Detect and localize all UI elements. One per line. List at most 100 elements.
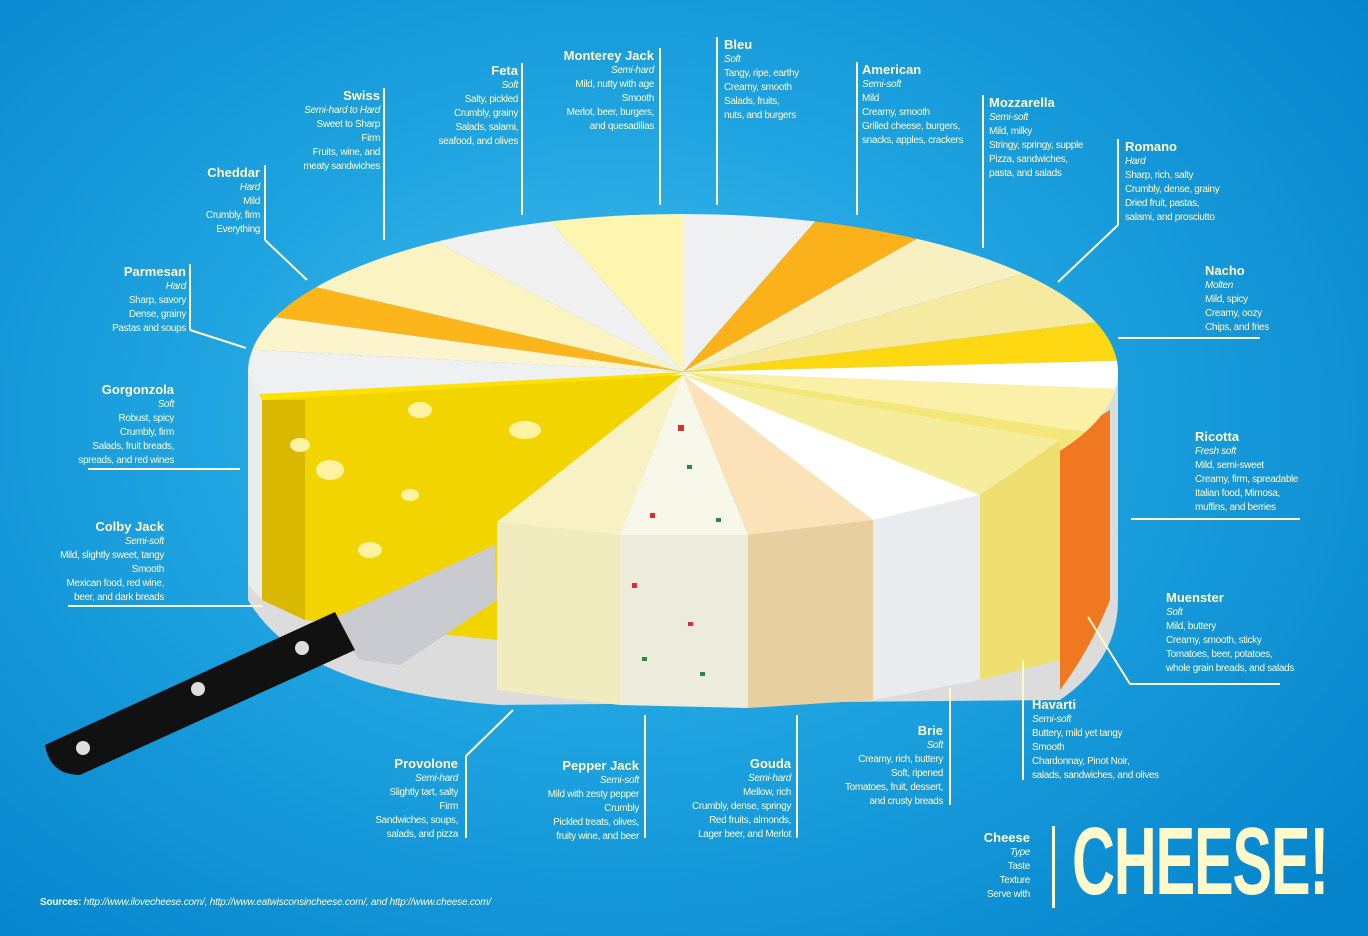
cheese-name: Monterey Jack bbox=[563, 48, 654, 63]
knife-blade bbox=[330, 545, 497, 665]
cheese-detail: Pickled treats, olives, bbox=[553, 817, 639, 828]
cheese-detail: Firm bbox=[439, 801, 458, 812]
cheese-detail: Mild, nutty with age bbox=[575, 79, 654, 90]
cheese-detail: Sharp, savory bbox=[128, 295, 187, 306]
slice-parmesan bbox=[248, 258, 683, 372]
cheese-detail: whole grain breads, and salads bbox=[1166, 663, 1294, 674]
cheese-detail: seafood, and olives bbox=[438, 136, 518, 147]
cheese-name: Romano bbox=[1125, 139, 1177, 154]
cheese-detail: Crumbly, dense, springy bbox=[691, 801, 791, 812]
label-nacho: Nacho Molten Mild, spicy Creamy, oozy Chips,… bbox=[1205, 263, 1269, 335]
cheese-detail: Creamy, smooth, sticky bbox=[1166, 635, 1262, 646]
cheese-type: Semi-soft bbox=[1032, 714, 1072, 725]
cheese-detail: Crumbly, dense, grainy bbox=[1125, 184, 1220, 195]
cheese-name: Provolone bbox=[394, 756, 458, 771]
cheese-detail: nuts, and burgers bbox=[724, 110, 796, 121]
cheese-detail: Soft, ripened bbox=[890, 768, 944, 779]
slice-muenster bbox=[683, 372, 1118, 497]
cheese-detail: Salads, salami, bbox=[455, 122, 518, 133]
cheese-detail: Dried fruit, pastas, bbox=[1125, 198, 1200, 209]
cheese-detail: salads, and pizza bbox=[386, 829, 459, 840]
cheese-detail: Smooth bbox=[131, 564, 165, 575]
slice-american bbox=[683, 214, 1118, 372]
label-provolone: Provolone Semi-hard Slightly tart, salty Fi… bbox=[375, 756, 458, 842]
sources-text: http://www.ilovecheese.com/, http://www.… bbox=[83, 897, 491, 908]
label-brie: Brie Soft Creamy, rich, buttery Soft, ripen… bbox=[845, 723, 943, 809]
cheese-type: Semi-soft bbox=[989, 112, 1029, 123]
cheese-detail: fruity wine, and beer bbox=[556, 831, 639, 842]
cheese-detail: meaty sandwiches bbox=[303, 161, 380, 172]
gouda-top bbox=[683, 375, 873, 535]
cheese-name: Gorgonzola bbox=[101, 382, 174, 397]
legend-serve: Serve with bbox=[986, 889, 1031, 900]
label-muenster: Muenster Soft Mild, buttery Creamy, smooth,… bbox=[1166, 590, 1294, 676]
cheese-detail: Crumbly, grainy bbox=[453, 108, 518, 119]
gorgonzola-face bbox=[262, 375, 683, 640]
cheese-name: Bleu bbox=[724, 37, 753, 52]
cheese-type: Semi-soft bbox=[862, 79, 902, 90]
cheese-detail: Crumbly, firm bbox=[205, 210, 261, 221]
cheese-detail: Salads, fruit breads, bbox=[92, 441, 174, 452]
gouda-face bbox=[748, 520, 873, 708]
cheese-type: Semi-hard bbox=[611, 65, 654, 76]
cheese-detail: Lager beer, and Merlot bbox=[698, 829, 791, 840]
colby-face bbox=[262, 400, 305, 620]
slice-feta bbox=[248, 214, 683, 372]
cheese-detail: Creamy, oozy bbox=[1205, 308, 1262, 319]
sources: Sources: http://www.ilovecheese.com/, ht… bbox=[40, 897, 491, 908]
cheese-detail: Creamy, smooth bbox=[724, 82, 792, 93]
label-feta: Feta Soft Salty, pickled Crumbly, grainy Sal… bbox=[438, 63, 518, 149]
cheese-type: Hard bbox=[1125, 156, 1146, 167]
provolone-top bbox=[497, 375, 683, 535]
label-havarti: Havarti Semi-soft Buttery, mild yet tangy S… bbox=[1032, 697, 1159, 783]
cheese-detail: Grilled cheese, burgers, bbox=[862, 121, 960, 132]
cheese-detail: salads, sandwiches, and olives bbox=[1032, 770, 1159, 781]
cheese-detail: Sharp, rich, salty bbox=[1125, 170, 1194, 181]
cheese-name: Colby Jack bbox=[95, 519, 164, 534]
slice-monterey-jack bbox=[404, 214, 683, 372]
cheese-detail: Mild, spicy bbox=[1205, 294, 1248, 305]
label-colby-jack: Colby Jack Semi-soft Mild, slightly sweet,… bbox=[60, 519, 164, 605]
cheese-detail: Pastas and soups bbox=[112, 323, 186, 334]
cheese-detail: Salads, fruits, bbox=[724, 96, 780, 107]
cheese-detail: Crumbly bbox=[604, 803, 639, 814]
pepperjack-top bbox=[620, 375, 748, 535]
label-gouda: Gouda Semi-hard Mellow, rich Crumbly, dense… bbox=[692, 756, 791, 842]
cheese-detail: Italian food, Mimosa, bbox=[1195, 488, 1280, 499]
cheese-detail: Smooth bbox=[621, 93, 655, 104]
cheese-detail: and quesadillas bbox=[589, 121, 655, 132]
cheese-detail: Tomatoes, beer, potatoes, bbox=[1166, 649, 1273, 660]
cheese-detail: Mild with zesty pepper bbox=[547, 789, 640, 800]
cheese-type: Soft bbox=[157, 399, 175, 410]
label-monterey-jack: Monterey Jack Semi-hard Mild, nutty with a… bbox=[563, 48, 655, 134]
cheese-detail: Chardonnay, Pinot Noir, bbox=[1032, 756, 1130, 767]
cheese-name: Mozzarella bbox=[989, 95, 1055, 110]
cheese-detail: Dense, grainy bbox=[128, 309, 187, 320]
cheese-type: Semi-hard bbox=[748, 773, 791, 784]
pepperjack-face bbox=[620, 535, 748, 708]
cheese-detail: salami, and prosciutto bbox=[1125, 212, 1215, 223]
cheese-detail: Crumbly, firm bbox=[119, 427, 175, 438]
cheese-detail: Everything bbox=[216, 224, 260, 235]
cheese-detail: Fruits, wine, and bbox=[312, 147, 381, 158]
cheese-name: Pepper Jack bbox=[562, 758, 639, 773]
cheese-detail: Mild, milky bbox=[989, 126, 1032, 137]
page-title: CHEESE! bbox=[1072, 808, 1329, 915]
label-pepper-jack: Pepper Jack Semi-soft Mild with zesty pepp… bbox=[547, 758, 640, 844]
cheese-type: Hard bbox=[239, 182, 261, 193]
cheese-name: Feta bbox=[491, 63, 518, 78]
provolone-face bbox=[497, 522, 620, 705]
cheese-detail: Robust, spicy bbox=[118, 413, 175, 424]
label-romano: Romano Hard Sharp, rich, salty Crumbly, den… bbox=[1125, 139, 1220, 225]
cheese-detail: Pizza, sandwiches, bbox=[989, 154, 1068, 165]
cheese-detail: Tangy, ripe, earthy bbox=[724, 68, 799, 79]
cheese-detail: Mild, buttery bbox=[1166, 621, 1216, 632]
cheese-name: Swiss bbox=[343, 88, 380, 103]
sources-label: Sources: bbox=[40, 897, 82, 908]
cheese-type: Soft bbox=[926, 740, 944, 751]
label-gorgonzola: Gorgonzola Soft Robust, spicy Crumbly, firm… bbox=[78, 382, 174, 468]
cheese-detail: Sandwiches, soups, bbox=[375, 815, 458, 826]
label-cheddar: Cheddar Hard Mild Crumbly, firm Everything bbox=[205, 165, 261, 237]
cheese-type: Hard bbox=[165, 281, 187, 292]
cheese-detail: Chips, and fries bbox=[1205, 322, 1269, 333]
